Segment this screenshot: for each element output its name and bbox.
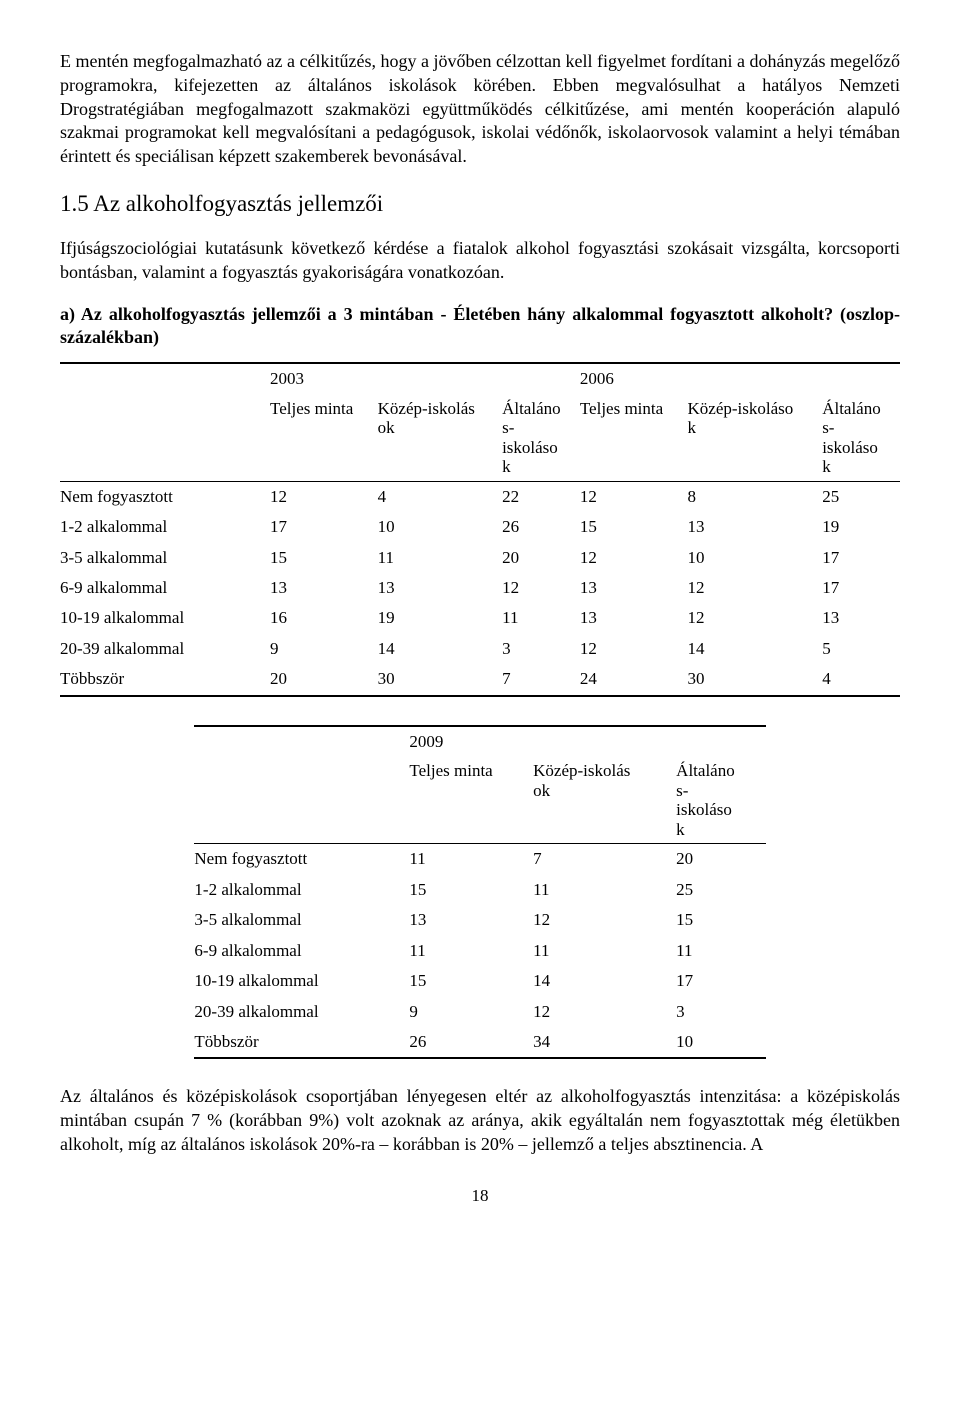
- table-2-wrapper: 2009 Teljes minta Közép-iskolások Általá…: [194, 725, 765, 1060]
- subsection-a-text: a) Az alkoholfogyasztás jellemzői a 3 mi…: [60, 304, 900, 348]
- table-row: 6-9 alkalommal 131312131217: [60, 573, 900, 603]
- table-row: Nem fogyasztott 11720: [194, 844, 765, 875]
- table-1-h4: Közép-iskolások: [688, 395, 823, 482]
- table-row: 6-9 alkalommal 111111: [194, 936, 765, 966]
- table-1: 2003 2006 Teljes minta Közép-iskolások Á…: [60, 362, 900, 697]
- table-row: 3-5 alkalommal 131215: [194, 905, 765, 935]
- lead-paragraph: Ifjúságszociológiai kutatásunk következő…: [60, 237, 900, 285]
- intro-paragraph-1: E mentén megfogalmazható az a célkitűzés…: [60, 50, 900, 169]
- table-1-h2: Általános-iskolások: [502, 395, 580, 482]
- table-2: 2009 Teljes minta Közép-iskolások Általá…: [194, 725, 765, 1060]
- table-row: 10-19 alkalommal 151417: [194, 966, 765, 996]
- table-row: 20-39 alkalommal 914312145: [60, 634, 900, 664]
- table-2-header-row: Teljes minta Közép-iskolások Általános-i…: [194, 757, 765, 844]
- table-1-year-a: 2003: [270, 363, 580, 394]
- table-row: 3-5 alkalommal 151120121017: [60, 543, 900, 573]
- table-2-h0: Teljes minta: [409, 757, 533, 844]
- table-2-h1: Közép-iskolások: [533, 757, 676, 844]
- table-row: Többször 263410: [194, 1027, 765, 1058]
- closing-paragraph: Az általános és középiskolások csoportjá…: [60, 1085, 900, 1156]
- table-1-h5: Általános-iskolások: [822, 395, 900, 482]
- table-2-year-row: 2009: [194, 726, 765, 757]
- table-row: Többször 2030724304: [60, 664, 900, 695]
- table-row: 10-19 alkalommal 161911131213: [60, 603, 900, 633]
- table-1-year-row: 2003 2006: [60, 363, 900, 394]
- section-heading: 1.5 Az alkoholfogyasztás jellemzői: [60, 189, 900, 219]
- table-row: Nem fogyasztott 1242212825: [60, 481, 900, 512]
- table-1-year-b: 2006: [580, 363, 900, 394]
- table-1-header-row: Teljes minta Közép-iskolások Általános-i…: [60, 395, 900, 482]
- table-1-h0: Teljes minta: [270, 395, 378, 482]
- table-row: 20-39 alkalommal 9123: [194, 997, 765, 1027]
- table-1-h1: Közép-iskolások: [378, 395, 502, 482]
- table-1-wrapper: 2003 2006 Teljes minta Közép-iskolások Á…: [60, 362, 900, 697]
- table-row: 1-2 alkalommal 171026151319: [60, 512, 900, 542]
- table-1-h3: Teljes minta: [580, 395, 688, 482]
- table-2-h2: Általános-iskolások: [676, 757, 765, 844]
- table-row: 1-2 alkalommal 151125: [194, 875, 765, 905]
- page-number: 18: [60, 1185, 900, 1207]
- subsection-a: a) Az alkoholfogyasztás jellemzői a 3 mi…: [60, 303, 900, 351]
- table-2-year: 2009: [409, 726, 765, 757]
